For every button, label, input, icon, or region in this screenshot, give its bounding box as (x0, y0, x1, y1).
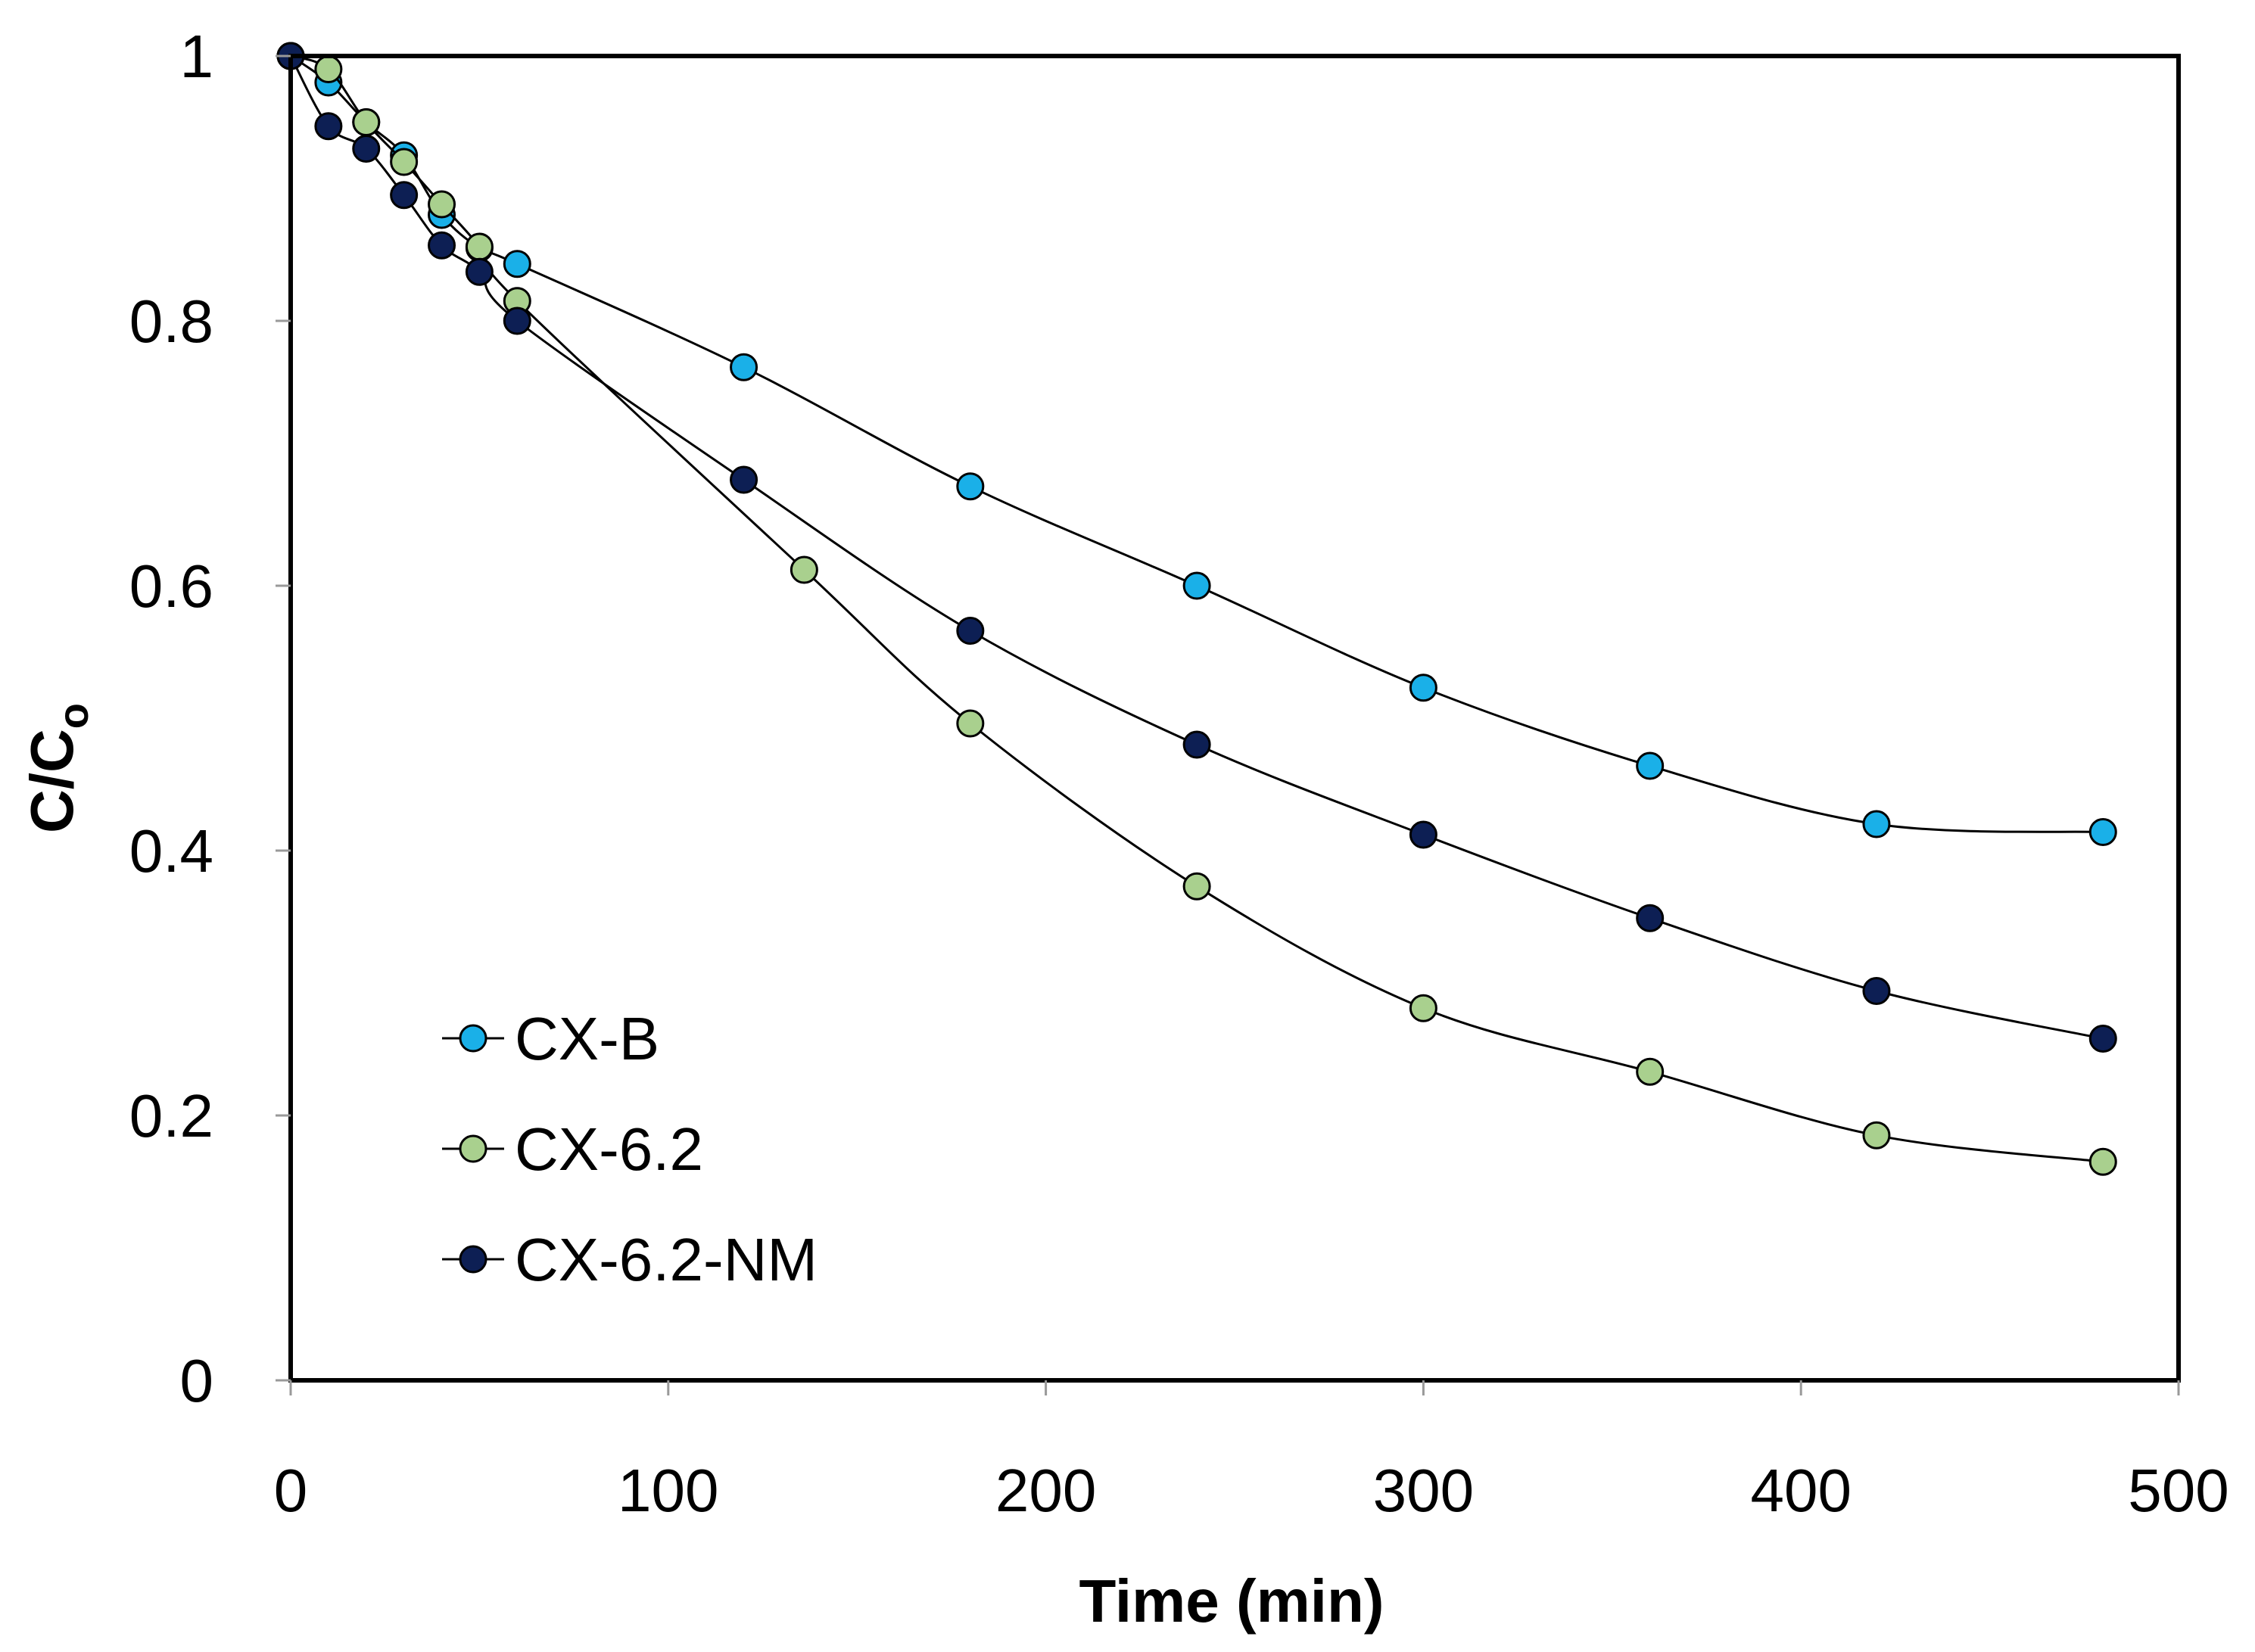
data-point-cx-6-2 (956, 709, 985, 738)
y-axis-title-main: C/C (18, 729, 86, 833)
data-point-cx-6-2 (390, 148, 419, 176)
data-point-cx-6-2 (2088, 1147, 2117, 1176)
data-point-cx-6-2-nm (503, 306, 531, 335)
data-point-cx-6-2-nm (956, 617, 985, 645)
series-layer (276, 42, 2117, 1176)
data-point-cx-6-2-nm (1182, 730, 1211, 759)
series-line-cx-6-2 (290, 54, 2104, 1163)
data-point-cx-6-2-nm (465, 257, 494, 286)
data-point-cx-6-2-nm (352, 135, 381, 163)
data-point-cx-6-2-nm (730, 465, 758, 494)
y-tick-label: 1 (180, 23, 214, 90)
data-point-cx-6-2 (314, 55, 343, 83)
x-tick-label: 400 (1750, 1457, 1851, 1524)
svg-text:C/Co: C/Co (18, 703, 97, 833)
data-point-cx-6-2-nm (1409, 820, 1437, 849)
data-point-cx-6-2 (428, 190, 456, 219)
legend-item-cx-b: CX-B (442, 1005, 659, 1072)
y-axis-title-subscript: o (49, 703, 97, 729)
data-point-cx-6-2-nm (1636, 904, 1665, 932)
x-tick-label: 200 (995, 1457, 1096, 1524)
data-point-cx-6-2 (1409, 994, 1437, 1022)
data-point-cx-b (1862, 810, 1891, 838)
legend-label: CX-6.2 (515, 1115, 703, 1183)
data-point-cx-6-2-nm (1862, 977, 1891, 1005)
x-tick-label: 100 (618, 1457, 718, 1524)
data-point-cx-6-2-nm (428, 231, 456, 260)
x-tick-label: 300 (1373, 1457, 1474, 1524)
plot-area-frame (288, 54, 2181, 1383)
y-tick-label: 0.8 (129, 288, 213, 355)
data-point-cx-6-2-nm (314, 112, 343, 141)
data-point-cx-b (1182, 571, 1211, 600)
data-point-cx-b (503, 250, 531, 278)
y-tick-label: 0.2 (129, 1082, 213, 1150)
data-point-cx-b (1636, 751, 1665, 780)
y-tick-label: 0.6 (129, 552, 213, 620)
data-point-cx-6-2 (1182, 872, 1211, 901)
legend-label: CX-B (515, 1005, 659, 1072)
data-point-cx-6-2 (790, 555, 818, 584)
x-tick-label: 0 (274, 1457, 308, 1524)
data-point-cx-6-2 (1862, 1121, 1891, 1150)
x-axis-title: Time (min) (1079, 1567, 1384, 1635)
legend: CX-B CX-6.2 CX-6.2-NM (442, 1005, 818, 1293)
series-cx-6-2-nm (276, 42, 2117, 1053)
data-point-cx-6-2-nm (390, 181, 419, 210)
data-point-cx-b (730, 353, 758, 381)
legend-marker (459, 1245, 487, 1274)
legend-marker (459, 1024, 487, 1053)
legend-marker (459, 1134, 487, 1163)
x-tick-label: 500 (2128, 1457, 2229, 1524)
data-point-cx-6-2 (352, 108, 381, 136)
data-point-cx-6-2-nm (2088, 1025, 2117, 1053)
legend-label: CX-6.2-NM (515, 1226, 818, 1293)
axes-layer: 0 100 200 300 400 500 0 0.2 0.4 0.6 0.8 1 (129, 23, 2229, 1524)
y-axis-title: C/Co (18, 703, 97, 833)
data-point-cx-b (2088, 818, 2117, 846)
data-point-cx-6-2 (1636, 1057, 1665, 1086)
legend-item-cx-6-2-nm: CX-6.2-NM (442, 1226, 818, 1293)
y-tick-label: 0.4 (129, 817, 213, 885)
legend-item-cx-6-2: CX-6.2 (442, 1115, 703, 1183)
data-point-cx-b (956, 472, 985, 501)
data-point-cx-b (1409, 674, 1437, 702)
data-point-cx-6-2 (465, 232, 494, 261)
y-tick-label: 0 (180, 1347, 214, 1414)
